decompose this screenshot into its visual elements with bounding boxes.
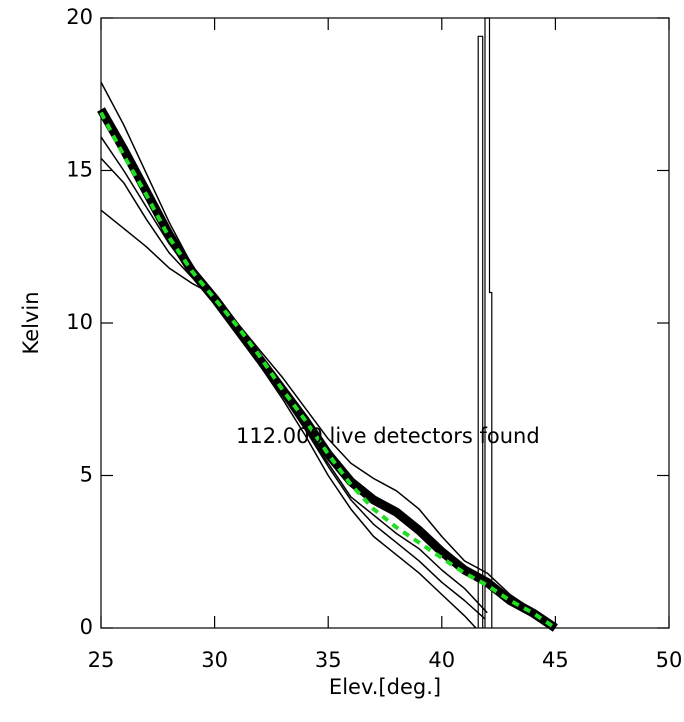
y-tick-label: 15 bbox=[66, 158, 93, 182]
series-line bbox=[477, 35, 484, 628]
x-tick-label: 35 bbox=[315, 648, 342, 672]
y-tick-label: 5 bbox=[80, 463, 93, 487]
series-line bbox=[97, 107, 558, 632]
y-tick-label: 20 bbox=[66, 5, 93, 29]
x-tick-label: 25 bbox=[88, 648, 115, 672]
series-line bbox=[484, 17, 493, 628]
x-tick-label: 45 bbox=[542, 648, 569, 672]
series-line bbox=[100, 209, 477, 629]
series-line bbox=[99, 111, 557, 630]
x-tick-label: 30 bbox=[201, 648, 228, 672]
y-tick-label: 0 bbox=[80, 615, 93, 639]
series-line bbox=[100, 81, 556, 629]
series-line bbox=[100, 157, 486, 620]
y-tick-label: 10 bbox=[66, 310, 93, 334]
plot-frame bbox=[100, 17, 670, 629]
y-axis-label: Kelvin bbox=[19, 291, 43, 354]
x-axis-label: Elev.[deg.] bbox=[329, 675, 441, 699]
annotation: 112.000 live detectors found bbox=[236, 424, 540, 448]
x-tick-label: 40 bbox=[428, 648, 455, 672]
x-tick-label: 50 bbox=[656, 648, 683, 672]
